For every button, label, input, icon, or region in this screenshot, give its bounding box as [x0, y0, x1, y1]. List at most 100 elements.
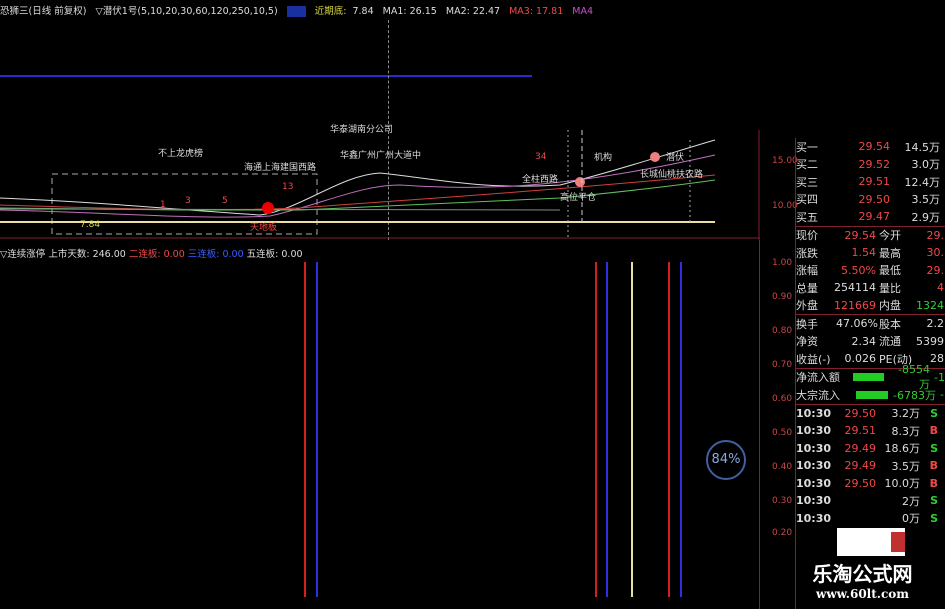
- blue-divider: [0, 75, 532, 77]
- quote-row: 10:30 29.49 3.5万 B: [796, 457, 945, 475]
- quote-value2: 29.: [926, 228, 945, 242]
- fund-label: 换手: [796, 317, 818, 331]
- quote-label2: 量比: [879, 281, 901, 295]
- bid-price: 29.47: [858, 210, 891, 224]
- tick-side: S: [930, 441, 938, 455]
- annotation: 5: [222, 196, 228, 206]
- b3-value: 三连板: 0.00: [187, 249, 244, 260]
- annotation: 海通上海建国西路: [244, 163, 317, 173]
- quote-row: 大宗流入 -6783万 -: [796, 386, 945, 404]
- indicator-title[interactable]: ▽连续涨停: [0, 249, 46, 260]
- annotation: 高位平仓: [560, 193, 597, 203]
- axis-line: [759, 240, 760, 609]
- signal-marker: [575, 177, 585, 187]
- b2-value: 二连板: 0.00: [128, 249, 185, 260]
- flow-value: -8554万: [898, 362, 931, 391]
- quote-value: 29.54: [844, 228, 877, 242]
- indicator-tick: 0.70: [772, 360, 793, 370]
- bid-volume: 2.9万: [911, 210, 941, 224]
- indicator-name[interactable]: ▽潜伏1号(5,10,20,30,60,120,250,10,5): [95, 6, 278, 17]
- indicator-tick: 0.80: [772, 326, 793, 336]
- annotation: 华鑫广州广州大道中: [340, 151, 422, 161]
- indicator-tick: 0.40: [772, 462, 793, 472]
- tick-time: 10:30: [796, 494, 832, 508]
- fund-label2: 股本: [879, 317, 901, 331]
- bid-volume: 3.5万: [911, 193, 941, 207]
- quote-row: 现价 29.54 今开 29.: [796, 227, 945, 245]
- bid-volume: 3.0万: [911, 158, 941, 172]
- tick-price: 29.51: [844, 424, 877, 438]
- quote-row: 涨幅 5.50% 最低 29.: [796, 262, 945, 280]
- price-tick: 10.00: [772, 201, 798, 211]
- tick-time: 10:30: [796, 459, 832, 473]
- tick-side: B: [929, 459, 938, 473]
- indicator-tick: 1.00: [772, 258, 793, 268]
- tick-volume: 18.6万: [884, 442, 921, 456]
- quote-row: 买二 29.52 3.0万: [796, 156, 945, 174]
- quote-row: 买一 29.54 14.5万: [796, 138, 945, 156]
- ma-line-4: [0, 179, 716, 211]
- quote-label: 涨幅: [796, 264, 818, 278]
- quote-row: 10:30 29.49 18.6万 S: [796, 440, 945, 458]
- quote-row: 买五 29.47 2.9万: [796, 208, 945, 226]
- annotation: 机构: [594, 153, 613, 163]
- limit-up-bar: [304, 262, 306, 597]
- tick-volume: 3.2万: [891, 407, 921, 421]
- quote-label: 总量: [796, 281, 818, 295]
- quote-row: 10:30 0万 S: [796, 510, 945, 528]
- tick-side: S: [930, 406, 938, 420]
- ma-line-5: [0, 208, 561, 211]
- tick-time: 10:30: [796, 476, 832, 490]
- watermark-name: 乐淘公式网: [812, 562, 913, 586]
- limit-up-bar: [631, 262, 633, 597]
- quote-value: 254114: [834, 281, 876, 295]
- price-chart[interactable]: [0, 130, 760, 240]
- bid-volume: 14.5万: [904, 140, 941, 154]
- tick-time: 10:30: [796, 424, 832, 438]
- quote-row: 10:30 2万 S: [796, 492, 945, 510]
- fund-label: 净资: [796, 335, 818, 349]
- flow-value: -6783万: [893, 388, 936, 402]
- indicator-tick: 0.50: [772, 428, 793, 438]
- annotation: 34: [535, 152, 547, 162]
- quote-label: 外盘: [796, 299, 818, 313]
- annotation: 13: [282, 182, 294, 192]
- flow-extra: -1: [934, 370, 945, 384]
- bid-price: 29.51: [858, 175, 891, 189]
- bid-label: 买一: [796, 140, 818, 154]
- b5-value: 五连板: 0.00: [246, 249, 303, 260]
- bid-price: 29.54: [858, 140, 891, 154]
- tick-side: B: [929, 424, 938, 438]
- fund-value2: 2.2: [926, 317, 945, 331]
- fund-label: 收益(-): [796, 352, 831, 366]
- fund-value: 0.026: [844, 352, 877, 366]
- quote-row: 净资 2.34 流通 5399: [796, 333, 945, 351]
- highlight-box: [51, 173, 318, 235]
- ma-line-3: [0, 174, 716, 211]
- fund-label2: PE(动): [879, 352, 913, 366]
- tick-side: S: [930, 511, 938, 525]
- quote-row: 换手 47.06% 股本 2.2: [796, 315, 945, 333]
- fund-value: 47.06%: [836, 317, 878, 331]
- tick-time: 10:30: [796, 511, 832, 525]
- limit-up-bar: [595, 262, 597, 597]
- ma2: MA2: 22.47: [445, 6, 501, 17]
- quote-label2: 最高: [879, 246, 901, 260]
- annotation: 长城仙桃扶农路: [640, 170, 704, 180]
- chart-header: 恐狮三(日线 前复权) ▽潜伏1号(5,10,20,30,60,120,250,…: [0, 6, 594, 17]
- quote-row: 10:30 29.51 8.3万 B: [796, 422, 945, 440]
- progress-badge: 84%: [706, 440, 746, 480]
- quote-value: 5.50%: [841, 263, 876, 277]
- ma-line-1: [0, 139, 716, 216]
- stock-title: 恐狮三(日线 前复权): [0, 6, 87, 17]
- quote-row: 外盘 121669 内盘 1324: [796, 297, 945, 315]
- fund-value2: 28: [930, 352, 944, 366]
- tick-volume: 8.3万: [891, 424, 921, 438]
- bid-label: 买四: [796, 193, 818, 207]
- annotation: 华泰湖南分公司: [330, 125, 394, 135]
- quote-value: 1.54: [851, 246, 877, 260]
- quote-value2: 29.: [926, 263, 945, 277]
- tick-volume: 3.5万: [891, 459, 921, 473]
- annotation: 3: [185, 196, 191, 206]
- bid-price: 29.52: [858, 157, 891, 171]
